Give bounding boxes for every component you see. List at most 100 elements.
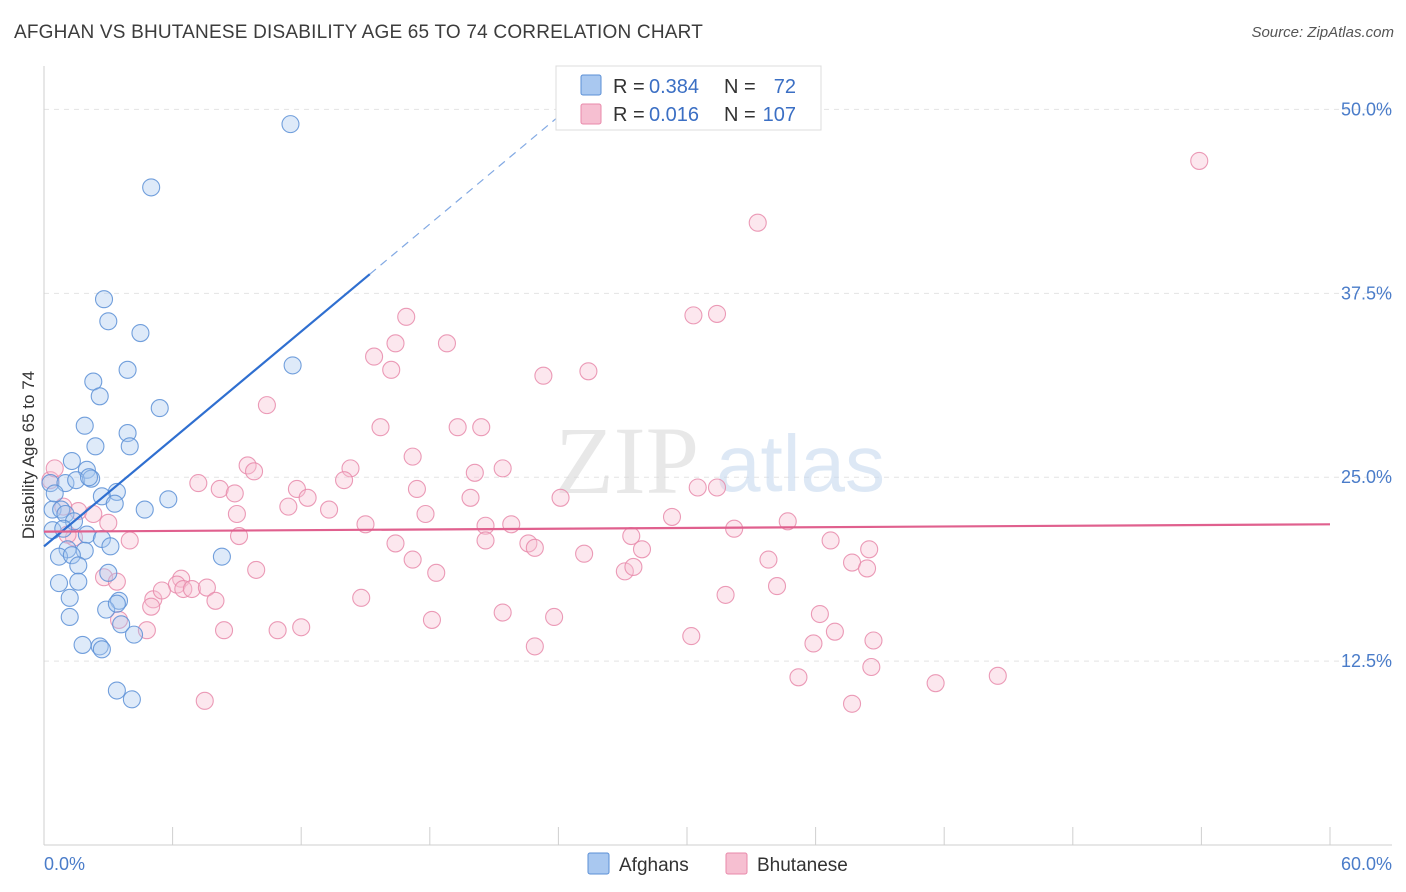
afghans-point [94, 290, 114, 309]
afghans-point [122, 690, 141, 709]
bhutanese-point [292, 618, 311, 637]
bhutanese-point [1190, 151, 1209, 170]
afghans-point [120, 437, 139, 456]
afghans-point [101, 537, 120, 556]
bhutanese-point [688, 478, 707, 497]
correlation-legend: R = 0.384 N = 72 R = 0.016 N = 107 [555, 65, 822, 131]
afghans-point [62, 451, 81, 471]
afghans-point [107, 594, 126, 613]
bhutanese-point [682, 627, 701, 646]
afghans-point [159, 490, 178, 509]
bhutanese-point [298, 488, 317, 507]
afghans-point [105, 494, 124, 513]
bhutanese-point [341, 459, 360, 478]
afghans-point [79, 468, 99, 487]
bhutanese-point [857, 559, 877, 578]
bhutanese-point [225, 484, 244, 503]
legend-n-label-afghans: N = [724, 76, 756, 98]
afghans-point [118, 424, 137, 443]
afghans-point [118, 360, 137, 379]
bhutanese-point [210, 479, 229, 499]
bhutanese-point [427, 563, 446, 582]
y-tick-label: 37.5% [1341, 283, 1392, 303]
bhutanese-point [860, 540, 879, 559]
afghans-point [69, 572, 88, 591]
afghans-point [135, 500, 154, 519]
bhutanese-point [416, 504, 435, 524]
bhutanese-point [99, 513, 118, 532]
bhutanese-point [465, 463, 484, 482]
bhutanese-point [842, 694, 862, 713]
bhutanese-point [268, 621, 287, 640]
bhutanese-point [45, 459, 64, 478]
bhutanese-point [525, 538, 544, 557]
bhutanese-point [759, 550, 778, 569]
bhutanese-point [407, 479, 426, 499]
bhutanese-point [632, 540, 652, 559]
bhutanese-point [352, 588, 371, 607]
bhutanese-point [120, 531, 139, 550]
bhutanese-point [287, 479, 306, 499]
afghans-trend-extension [369, 112, 564, 275]
bhutanese-point [197, 578, 216, 597]
legend-n-bhutanese: 107 [763, 104, 796, 126]
source-credit: Source: ZipAtlas.com [1251, 24, 1394, 41]
afghans-point [97, 600, 116, 619]
bhutanese-point [493, 603, 512, 622]
series-label-bhutanese: Bhutanese [757, 855, 848, 876]
afghans-point [49, 574, 69, 593]
afghans-point [69, 556, 88, 575]
afghans-point [142, 178, 161, 197]
bhutanese-point [448, 418, 467, 437]
bhutanese-point [545, 607, 564, 627]
x-tick-label-max: 60.0% [1341, 854, 1392, 874]
afghans-point [124, 625, 144, 644]
bhutanese-point [493, 459, 512, 478]
bhutanese-point [403, 550, 422, 569]
legend-r-bhutanese: 0.016 [649, 104, 699, 126]
afghans-point [73, 635, 92, 654]
afghans-point [99, 563, 118, 582]
bhutanese-point [320, 500, 339, 519]
bhutanese-point [189, 474, 208, 493]
grid-lines [44, 108, 1392, 662]
bhutanese-point [864, 631, 883, 650]
bhutanese-point [579, 362, 598, 381]
afghans-point [41, 474, 60, 493]
y-axis-title: Disability Age 65 to 74 [19, 371, 38, 539]
afghans-point [107, 681, 126, 700]
bhutanese-point [244, 462, 264, 481]
bhutanese-point [182, 579, 201, 599]
legend-r-label-bhutanese: R = [613, 104, 645, 126]
bhutanese-point [988, 666, 1007, 685]
bhutanese-point [386, 334, 405, 353]
y-tick-label: 25.0% [1341, 467, 1392, 487]
bhutanese-point [534, 366, 553, 385]
bhutanese-point [365, 347, 384, 366]
bhutanese-point [397, 307, 416, 326]
bhutanese-point [748, 213, 767, 232]
bhutanese-point [195, 691, 214, 710]
bhutanese-point [382, 360, 401, 379]
chart-title: AFGHAN VS BHUTANESE DISABILITY AGE 65 TO… [14, 22, 704, 43]
afghans-point [62, 546, 81, 565]
bhutanese-point [214, 621, 234, 640]
bhutanese-point [707, 304, 727, 323]
watermark-zip: ZIP [555, 407, 699, 514]
bhutanese-point [54, 497, 73, 516]
bhutanese-point [206, 591, 225, 610]
bhutanese-point [422, 610, 441, 629]
legend-n-label-bhutanese: N = [724, 104, 756, 126]
legend-swatch-bhutanese [580, 103, 602, 125]
bhutanese-point [926, 674, 945, 693]
bhutanese-point [227, 504, 246, 524]
afghans-point [60, 607, 79, 627]
bhutanese-point [472, 418, 491, 437]
afghans-point [99, 312, 118, 331]
afghans-point [45, 484, 64, 503]
bhutanese-point [476, 531, 495, 550]
bhutanese-points [41, 151, 1209, 713]
bhutanese-point [502, 515, 521, 534]
bhutanese-point [716, 585, 735, 604]
